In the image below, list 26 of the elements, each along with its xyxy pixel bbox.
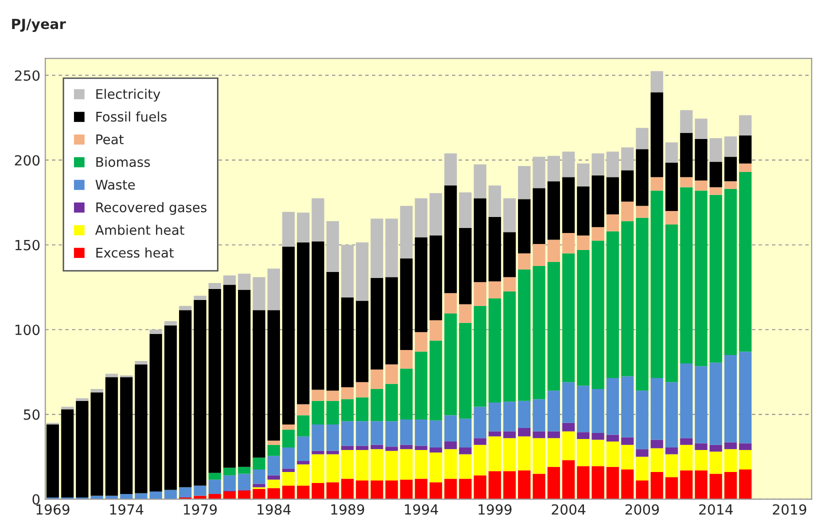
x-tick-label: 1994 bbox=[404, 504, 438, 515]
x-tick-label: 2019 bbox=[772, 504, 806, 515]
x-tick-label: 1974 bbox=[110, 504, 144, 515]
x-tick-label: 2014 bbox=[699, 504, 733, 515]
y-tick-label: 150 bbox=[15, 240, 40, 250]
y-tick-label: 50 bbox=[24, 409, 40, 420]
x-tick-label: 1989 bbox=[331, 504, 364, 515]
legend-label: Excess heat bbox=[96, 247, 174, 258]
legend-label: Peat bbox=[96, 134, 124, 144]
y-tick-label: 250 bbox=[14, 70, 40, 81]
legend-label: Fossil fuels bbox=[96, 111, 167, 122]
y-tick-label: 0 bbox=[32, 494, 40, 505]
x-tick-label: 1969 bbox=[36, 504, 70, 515]
legend-label: Recovered gases bbox=[96, 202, 207, 215]
legend-label: Ambient heat bbox=[95, 224, 184, 235]
y-tick-label: 200 bbox=[14, 155, 40, 166]
legend-label: Biomass bbox=[96, 156, 150, 167]
x-tick-label: 2004 bbox=[552, 504, 586, 515]
legend-label: Waste bbox=[96, 180, 135, 190]
y-axis-title: PJ/year bbox=[12, 18, 66, 32]
x-tick-label: 2009 bbox=[626, 504, 659, 515]
legend-label: Electricity bbox=[96, 88, 160, 102]
x-tick-label: 1999 bbox=[478, 504, 512, 515]
x-tick-label: 1979 bbox=[184, 504, 217, 515]
y-tick-label: 100 bbox=[15, 324, 40, 336]
x-tick-label: 1984 bbox=[258, 504, 291, 515]
